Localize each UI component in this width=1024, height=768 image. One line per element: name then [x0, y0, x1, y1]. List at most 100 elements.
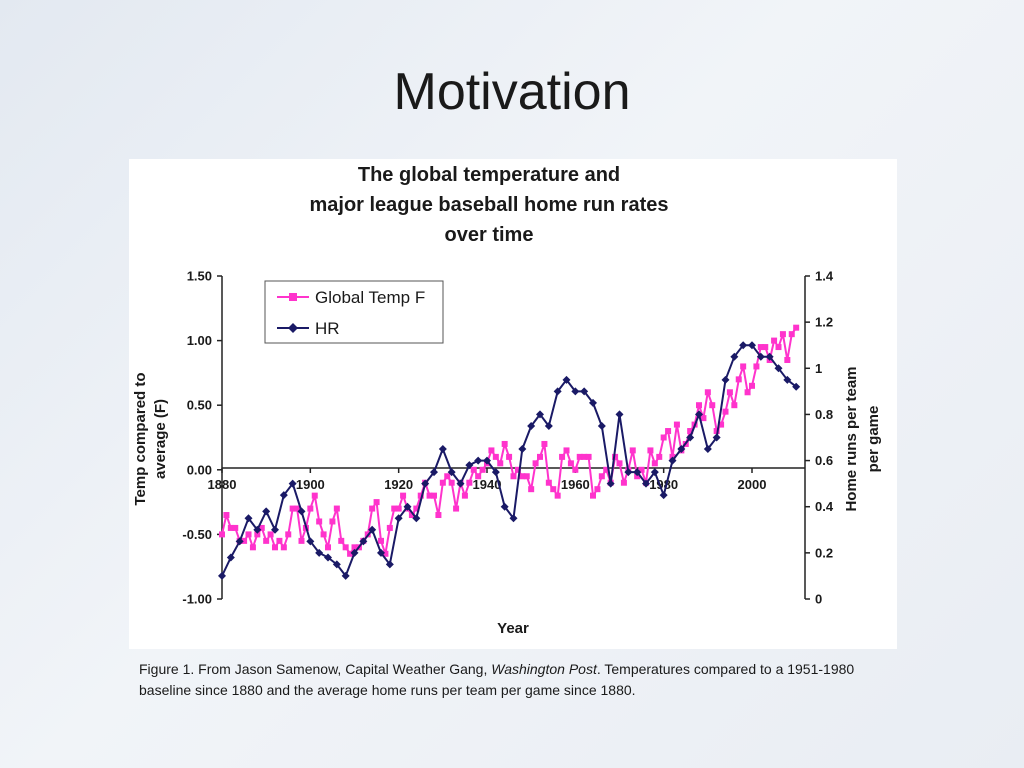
x-tick-label: 1940 — [473, 477, 502, 492]
hr-data-point — [438, 445, 447, 454]
hr-data-point — [650, 468, 659, 477]
temp-data-point — [581, 453, 588, 460]
temp-data-point — [249, 544, 256, 551]
temp-data-point — [227, 524, 234, 531]
temp-data-point — [514, 466, 521, 473]
temp-data-point — [541, 440, 548, 447]
right-tick-label: 0.4 — [815, 499, 834, 514]
temp-data-point — [417, 492, 424, 499]
hr-data-point — [297, 507, 306, 516]
figure-caption: Figure 1. From Jason Samenow, Capital We… — [139, 659, 899, 701]
hr-data-point — [483, 456, 491, 465]
temp-data-point — [501, 440, 508, 447]
hr-data-point — [491, 468, 500, 477]
x-axis-label: Year — [497, 620, 529, 637]
hr-data-point — [562, 375, 571, 384]
right-tick-label: 0.2 — [815, 545, 833, 560]
temp-data-point — [793, 324, 800, 331]
chart-axes — [221, 276, 806, 599]
hr-data-point — [430, 468, 438, 477]
hr-data-point — [553, 387, 562, 396]
temp-data-point — [475, 473, 482, 480]
temp-data-point — [267, 531, 274, 538]
temp-data-point — [735, 376, 742, 383]
hr-data-point — [527, 421, 536, 430]
hr-data-point — [633, 468, 642, 477]
hr-data-point — [253, 525, 262, 534]
hr-data-point — [226, 553, 235, 562]
temp-data-point — [696, 402, 702, 409]
hr-data-point — [456, 479, 465, 488]
right-axis-label: per game — [865, 406, 882, 473]
temp-data-point — [369, 505, 376, 512]
hr-data-point — [624, 468, 633, 477]
right-tick-label: 0 — [815, 592, 822, 607]
temp-data-point — [713, 428, 720, 435]
temp-data-point — [307, 505, 314, 512]
temp-data-point — [537, 453, 543, 460]
temp-data-point — [351, 544, 358, 551]
temp-data-point — [757, 344, 764, 351]
temp-data-point — [651, 460, 658, 467]
temp-data-point — [223, 512, 230, 519]
temp-data-point — [382, 550, 389, 557]
temp-data-point — [333, 505, 340, 512]
hr-data-point — [615, 410, 624, 419]
slide-title: Motivation — [393, 63, 631, 121]
right-tick-label: 0.6 — [815, 453, 833, 468]
temp-data-point — [461, 492, 468, 499]
temp-data-point — [325, 544, 331, 551]
chart-title-line: major league baseball home run rates — [309, 194, 668, 216]
temp-data-point — [731, 402, 738, 409]
temp-data-point — [563, 447, 570, 454]
temp-data-point — [378, 537, 384, 544]
temp-data-point — [298, 537, 305, 544]
temp-data-point — [532, 460, 539, 467]
x-tick-label: 1900 — [296, 477, 325, 492]
temp-data-point — [700, 415, 707, 422]
left-tick-label: 0.50 — [187, 398, 212, 413]
temp-data-point — [448, 479, 455, 486]
temp-data-point — [559, 453, 566, 460]
hr-data-point — [279, 491, 288, 500]
hr-data-point — [677, 445, 686, 454]
temp-data-point — [347, 550, 354, 557]
temp-data-point — [660, 434, 667, 441]
hr-data-point — [315, 548, 324, 557]
temp-data-point — [638, 466, 645, 473]
temp-data-point — [665, 428, 672, 435]
temp-data-point — [656, 453, 663, 460]
temp-data-point — [572, 466, 579, 473]
temp-data-point — [329, 518, 336, 525]
caption-suffix: . Temperatures compared to a 1951-1980 b… — [139, 661, 855, 698]
chart-title-line: over time — [445, 224, 534, 246]
hr-data-point — [712, 433, 721, 442]
temp-data-point — [466, 479, 473, 486]
temp-data-point — [263, 537, 270, 544]
temp-data-point — [232, 524, 239, 531]
chart-series — [218, 324, 801, 580]
hr-data-point — [350, 548, 359, 557]
temp-data-point — [771, 337, 778, 344]
hr-data-point — [792, 382, 801, 391]
legend-box — [264, 280, 444, 344]
hr-data-point — [606, 479, 615, 488]
hr-data-point — [359, 537, 368, 546]
temp-data-point — [590, 492, 596, 499]
temp-data-point — [523, 473, 530, 480]
right-tick-label: 1 — [815, 361, 822, 376]
left-tick-label: 1.00 — [187, 333, 212, 348]
temp-data-point — [519, 473, 526, 480]
legend-square-marker — [289, 293, 297, 301]
hr-data-point — [306, 537, 315, 546]
x-tick-label: 1960 — [561, 477, 590, 492]
x-tick-label: 1920 — [384, 477, 413, 492]
right-axis-ticks: 1.4 1.2 1 0.8 0.6 0.4 0.2 0 — [805, 269, 834, 607]
temp-data-point — [294, 505, 301, 512]
temp-data-point — [395, 505, 402, 512]
temp-data-point — [634, 473, 641, 480]
left-axis-label: Temp compared to — [132, 372, 149, 505]
legend-diamond-marker — [288, 323, 298, 333]
hr-data-point — [421, 479, 430, 488]
temp-data-point — [722, 408, 729, 415]
